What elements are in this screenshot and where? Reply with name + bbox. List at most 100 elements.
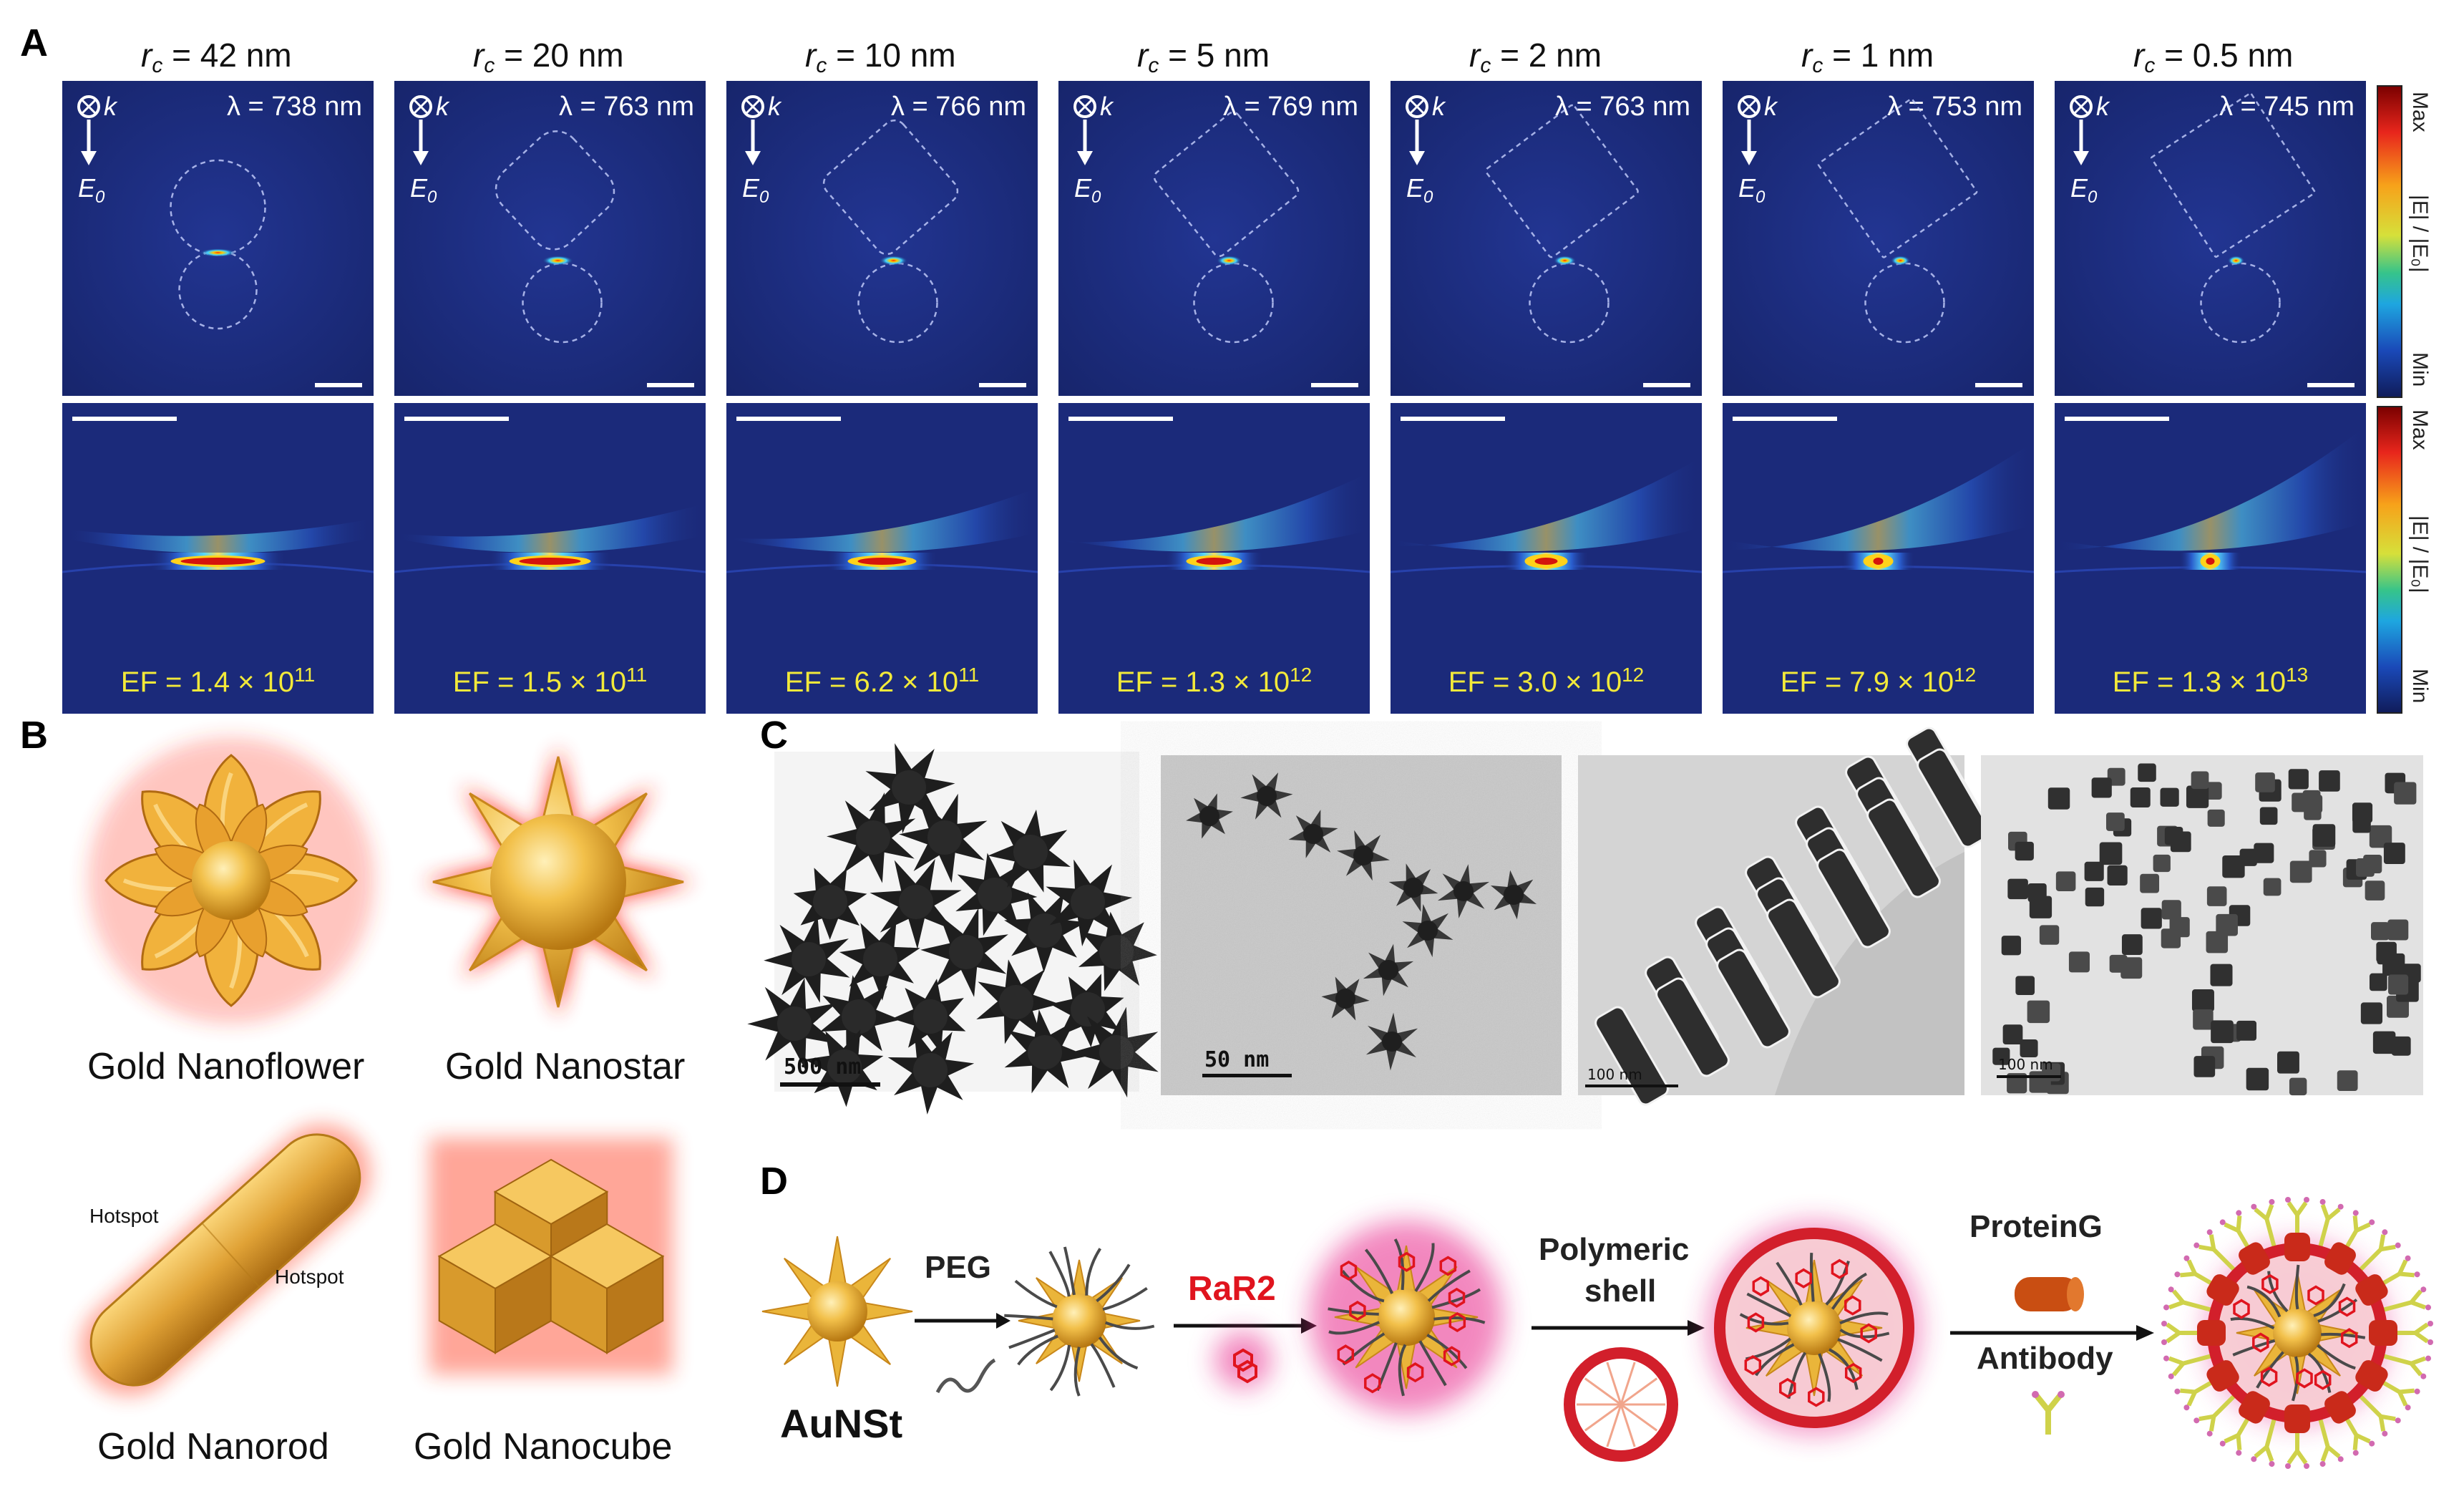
nanocube-particle — [2138, 763, 2156, 782]
nanocube-particle — [2216, 913, 2238, 936]
rc-title: rc = 0.5 nm — [2133, 37, 2293, 77]
near-field-map — [1058, 81, 1370, 396]
nanostar-particle — [1321, 976, 1370, 1021]
rc-subscript: c — [1148, 54, 1159, 77]
nanocube-particle — [2360, 1002, 2383, 1024]
nanocube-particle — [2304, 795, 2323, 813]
peg-chain — [1427, 1269, 1471, 1302]
nanocube-particle — [2107, 865, 2128, 885]
peg-chain — [1787, 1352, 1807, 1399]
nanocube-particle — [2288, 769, 2309, 790]
rar2-hex — [2296, 1368, 2313, 1389]
antibody — [2174, 1375, 2221, 1411]
ef-exponent: 13 — [2286, 664, 2308, 686]
e0-subscript: 0 — [2088, 188, 2098, 207]
near-field-map — [62, 81, 374, 396]
e0-subscript: 0 — [1091, 188, 1101, 207]
nanorod-particle — [1866, 798, 1941, 898]
wavelength-label: λ = 763 nm — [559, 92, 694, 122]
nanorod-particle — [1766, 898, 1841, 999]
nanoflower-particle — [764, 915, 850, 1003]
antibody — [2193, 1394, 2236, 1437]
peg-chain — [1398, 1344, 1407, 1397]
nanoflower-particle — [892, 979, 966, 1054]
rc-symbol: r — [1469, 37, 1481, 74]
nanocube-particle — [2391, 1036, 2411, 1056]
antibody — [2193, 1229, 2236, 1271]
proteing-unit — [2284, 1404, 2310, 1433]
panel-label-d: D — [760, 1160, 788, 1203]
nanocube-particle — [2085, 887, 2105, 907]
rar2-hex — [1448, 1311, 1466, 1333]
near-field-map — [726, 81, 1038, 396]
nanostar-particle — [1240, 772, 1293, 820]
rc-symbol: r — [473, 37, 485, 74]
nanoflower-particle — [1004, 1009, 1089, 1094]
nanostar-particle — [1388, 863, 1438, 912]
colorbar-top: Max |E| / |E₀| Min — [2377, 85, 2432, 398]
rar2-hex — [1795, 1268, 1812, 1289]
rar2-hex — [2252, 1332, 2269, 1353]
nanocube-particle — [2371, 922, 2390, 941]
peg-chain — [1776, 1261, 1803, 1306]
rar2-hex — [1443, 1346, 1461, 1367]
peg-chain — [2294, 1264, 2300, 1310]
peg-coated-star — [1004, 1246, 1155, 1397]
nanoflower-particle — [870, 858, 962, 949]
nanocube-particle — [2312, 824, 2336, 847]
panel-label-a: A — [20, 21, 48, 64]
nanostar-particle — [1288, 810, 1338, 858]
nanostar-particle — [1363, 943, 1414, 996]
rar2-hex — [2338, 1296, 2356, 1317]
peg-chain — [1085, 1248, 1101, 1296]
nanocube-particle — [2120, 957, 2143, 979]
peg-chain — [1414, 1243, 1435, 1292]
antibody — [2251, 1198, 2276, 1248]
near-field-map — [394, 81, 706, 396]
ef-exponent: 11 — [626, 664, 647, 686]
nanorod-particle — [1716, 948, 1791, 1049]
hotspot-label-1: Hotspot — [89, 1205, 159, 1227]
wavelength-label: λ = 763 nm — [1555, 92, 1690, 122]
rc-title: rc = 1 nm — [1801, 37, 1934, 77]
rar2-hex — [1779, 1377, 1796, 1398]
antibody — [2163, 1354, 2212, 1379]
rar2-hex — [1808, 1387, 1825, 1407]
nanocube-particle — [2105, 812, 2125, 831]
nanocube-particle — [2246, 1067, 2269, 1091]
colorbar-bottom: Max |E| / |E₀| Min — [2377, 406, 2432, 714]
rar2-label: RaR2 — [1188, 1270, 1276, 1308]
peg-chain — [1328, 1307, 1379, 1316]
nanocube-particle — [2015, 976, 2035, 996]
nanocube-particle — [2193, 1056, 2216, 1077]
proteing-unit — [2239, 1242, 2270, 1275]
nanoflower-particle — [920, 908, 1008, 997]
e0-subscript: 0 — [1423, 188, 1433, 207]
nanocube-particle — [2047, 787, 2070, 810]
colorbar-top-min: Min — [2408, 352, 2432, 387]
rc-symbol: r — [141, 37, 153, 74]
rar2-hex — [1364, 1373, 1381, 1394]
rc-subscript: c — [1480, 54, 1491, 77]
antibody — [2382, 1354, 2432, 1379]
field-column-3: rc = 10 nm k E0 λ = 766 nm EF = 6.2 × 1011 — [726, 37, 1038, 714]
antibody — [2359, 1394, 2401, 1437]
nanocube-particle — [2259, 807, 2278, 825]
nanostar-label: Gold Nanostar — [445, 1046, 685, 1087]
rc-subscript: c — [484, 54, 495, 77]
ef-exponent: 11 — [958, 664, 979, 686]
nanostar-particle — [1437, 864, 1490, 918]
nanocube-particle — [2207, 809, 2225, 827]
rar2-hex — [1340, 1260, 1358, 1281]
peg-chain — [1090, 1343, 1116, 1388]
proteing-label: ProteinG — [1969, 1209, 2103, 1244]
rar2-hex — [1752, 1276, 1770, 1296]
rar2-hex — [1844, 1295, 1861, 1316]
tem-image-1: 500 nm — [747, 743, 1159, 1115]
rar2-hex — [2307, 1285, 2324, 1306]
nanocube-particle — [2193, 1009, 2214, 1030]
nanocube-particle — [2007, 878, 2028, 900]
rar2-hex — [1398, 1251, 1416, 1272]
